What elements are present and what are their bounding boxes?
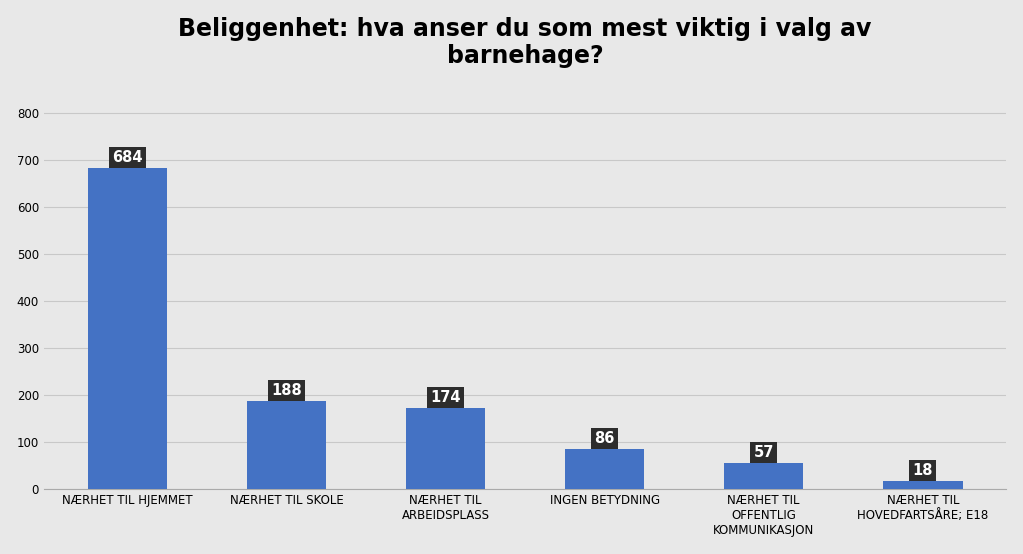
Text: 57: 57 [754,445,773,460]
Bar [406,408,485,490]
Bar [883,481,963,490]
Text: 86: 86 [594,431,615,446]
Text: 18: 18 [913,463,933,478]
Bar [565,449,644,490]
Text: 684: 684 [113,150,142,165]
Title: Beliggenhet: hva anser du som mest viktig i valg av
barnehage?: Beliggenhet: hva anser du som mest vikti… [178,17,872,69]
Bar [724,463,803,490]
Text: 174: 174 [431,390,460,405]
Bar [88,168,167,490]
Text: 188: 188 [271,383,302,398]
Bar [247,401,326,490]
